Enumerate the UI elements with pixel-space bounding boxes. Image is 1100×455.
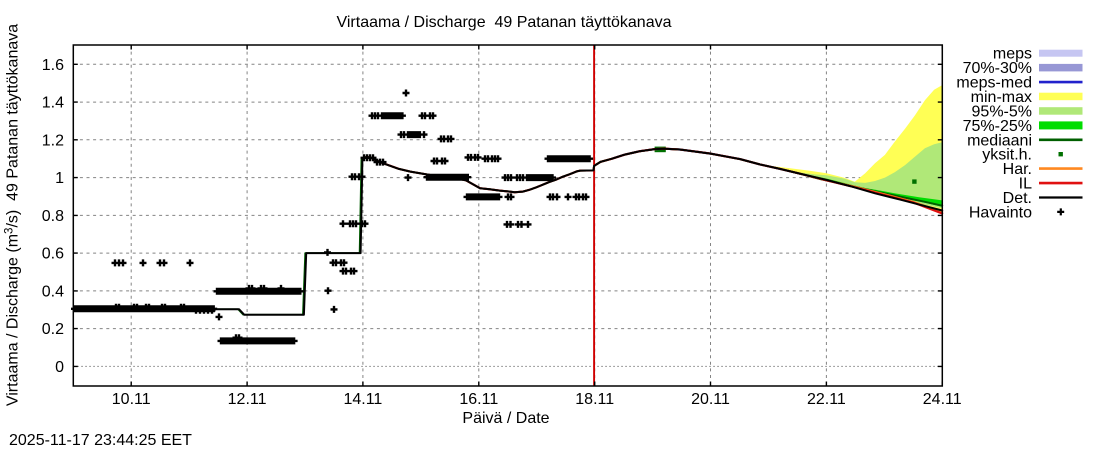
svg-text:meps-med: meps-med <box>956 75 1032 92</box>
svg-text:0.4: 0.4 <box>42 283 64 300</box>
svg-text:16.11: 16.11 <box>459 391 498 408</box>
svg-text:Päivä / Date: Päivä / Date <box>462 410 549 427</box>
svg-text:14.11: 14.11 <box>343 391 382 408</box>
svg-text:yksit.h.: yksit.h. <box>982 147 1032 164</box>
svg-text:70%-30%: 70%-30% <box>963 60 1032 77</box>
svg-text:mediaani: mediaani <box>967 132 1032 149</box>
svg-text:20.11: 20.11 <box>691 391 730 408</box>
svg-text:0.2: 0.2 <box>42 321 64 338</box>
svg-text:0.8: 0.8 <box>42 208 64 225</box>
svg-text:Har.: Har. <box>1003 161 1032 178</box>
svg-text:Det.: Det. <box>1003 190 1032 207</box>
svg-text:IL: IL <box>1019 176 1032 193</box>
svg-text:12.11: 12.11 <box>228 391 267 408</box>
svg-text:10.11: 10.11 <box>112 391 151 408</box>
svg-text:1.2: 1.2 <box>42 132 64 149</box>
svg-text:22.11: 22.11 <box>807 391 846 408</box>
svg-text:meps: meps <box>993 46 1032 63</box>
svg-text:Virtaama / Discharge (m3/s) 4: Virtaama / Discharge (m3/s) 49 Patanan t… <box>4 24 22 406</box>
svg-text:2025-11-17 23:44:25 EET: 2025-11-17 23:44:25 EET <box>9 432 192 449</box>
svg-text:1.6: 1.6 <box>42 57 64 74</box>
svg-text:0.6: 0.6 <box>42 246 64 263</box>
svg-text:95%-5%: 95%-5% <box>972 103 1032 120</box>
svg-text:min-max: min-max <box>971 89 1032 106</box>
svg-text:Virtaama / Discharge 49 Patan: Virtaama / Discharge 49 Patanan täyttöka… <box>336 14 671 31</box>
svg-text:Havainto: Havainto <box>969 204 1032 221</box>
svg-text:1.4: 1.4 <box>42 95 64 112</box>
svg-text:0: 0 <box>55 359 64 376</box>
svg-text:24.11: 24.11 <box>923 391 962 408</box>
svg-text:75%-25%: 75%-25% <box>963 118 1032 135</box>
svg-text:18.11: 18.11 <box>575 391 614 408</box>
svg-text:1: 1 <box>55 170 64 187</box>
